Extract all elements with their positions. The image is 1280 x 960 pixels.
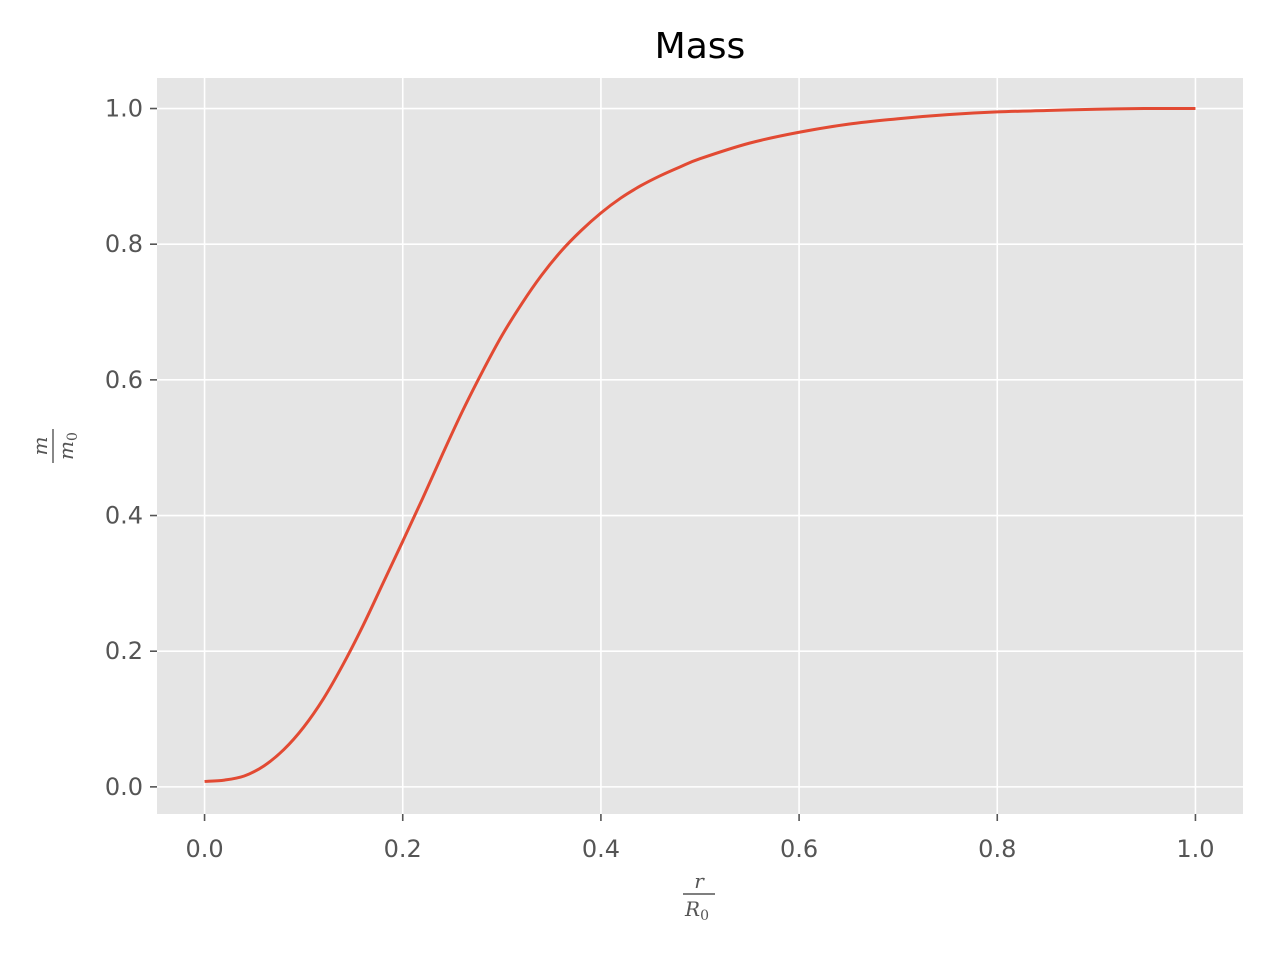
chart-title: Mass — [655, 26, 746, 67]
x-tick-label: 0.2 — [384, 835, 422, 863]
y-axis-label-denominator: m0 — [54, 432, 81, 460]
y-tick-label: 1.0 — [105, 95, 143, 123]
x-axis-label-denominator: R0 — [684, 897, 709, 924]
y-tick-label: 0.2 — [105, 637, 143, 665]
y-axis-label-numerator: m — [28, 437, 52, 456]
y-axis-label: m m0 — [28, 429, 81, 463]
x-axis-ticks: 0.0 0.2 0.4 0.6 0.8 1.0 — [185, 814, 1215, 863]
y-axis-ticks: 0.0 0.2 0.4 0.6 0.8 1.0 — [105, 95, 157, 801]
y-gridlines — [157, 107, 1243, 788]
plot-area — [157, 78, 1243, 814]
mass-curve — [204, 106, 1196, 783]
x-tick-label: 0.8 — [978, 835, 1016, 863]
y-tick-label: 0.0 — [105, 773, 143, 801]
y-tick-label: 0.6 — [105, 366, 143, 394]
x-tick-label: 1.0 — [1176, 835, 1214, 863]
x-tick-label: 0.4 — [582, 835, 620, 863]
y-tick-label: 0.4 — [105, 502, 143, 530]
y-tick-label: 0.8 — [105, 230, 143, 258]
x-tick-label: 0.6 — [780, 835, 818, 863]
x-axis-label-numerator: r — [694, 869, 705, 893]
x-axis-label: r R0 — [683, 869, 715, 924]
x-gridlines — [203, 78, 1197, 814]
x-tick-label: 0.0 — [185, 835, 223, 863]
